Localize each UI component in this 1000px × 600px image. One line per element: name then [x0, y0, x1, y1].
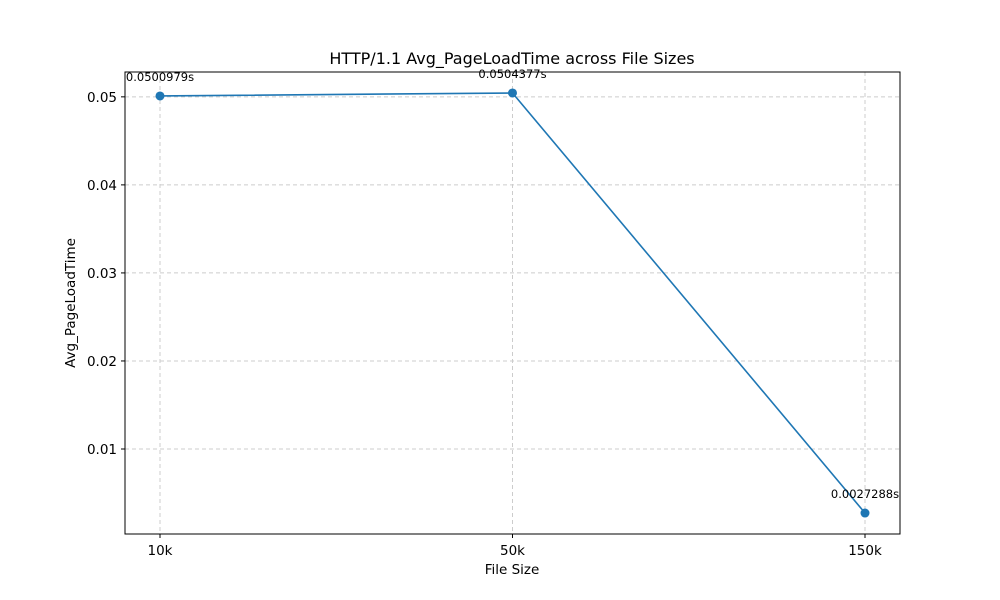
data-point-marker [860, 508, 870, 518]
x-tick-label: 10k [148, 543, 173, 559]
y-tick-label: 0.03 [87, 266, 117, 282]
axis-ticks: 10k 50k 150k 0.01 0.02 0.03 0.04 0.05 [87, 90, 882, 559]
y-tick-label: 0.04 [87, 178, 117, 194]
y-tick-label: 0.02 [87, 354, 117, 370]
y-tick-label: 0.05 [87, 90, 117, 106]
x-axis-label: File Size [485, 562, 540, 578]
grid-lines [125, 72, 900, 534]
data-label: 0.0504377s [478, 67, 546, 81]
data-point-marker [155, 91, 165, 101]
x-tick-label: 150k [848, 543, 882, 559]
data-labels: 0.0500979s 0.0504377s 0.0027288s [126, 67, 899, 501]
data-label: 0.0500979s [126, 70, 194, 84]
plot-area-frame [124, 71, 901, 535]
chart-title: HTTP/1.1 Avg_PageLoadTime across File Si… [329, 49, 694, 69]
y-tick-label: 0.01 [87, 442, 117, 458]
x-tick-label: 50k [500, 543, 525, 559]
series-layer [155, 88, 870, 518]
y-axis-label: Avg_PageLoadTime [63, 238, 79, 368]
data-point-marker [508, 88, 517, 98]
data-label: 0.0027288s [831, 487, 899, 501]
